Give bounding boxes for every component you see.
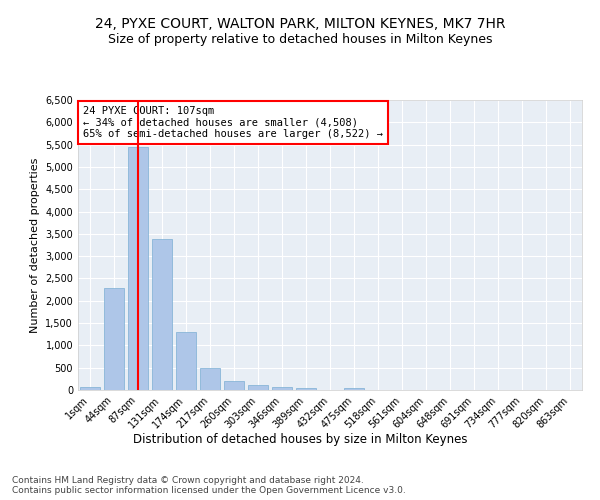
Text: Size of property relative to detached houses in Milton Keynes: Size of property relative to detached ho… xyxy=(108,32,492,46)
Bar xyxy=(272,387,292,390)
Bar xyxy=(224,381,244,390)
Bar xyxy=(104,288,124,390)
Bar xyxy=(200,368,220,390)
Bar xyxy=(152,239,172,390)
Bar xyxy=(344,388,364,390)
Text: 24, PYXE COURT, WALTON PARK, MILTON KEYNES, MK7 7HR: 24, PYXE COURT, WALTON PARK, MILTON KEYN… xyxy=(95,18,505,32)
Bar xyxy=(176,332,196,390)
Text: 24 PYXE COURT: 107sqm
← 34% of detached houses are smaller (4,508)
65% of semi-d: 24 PYXE COURT: 107sqm ← 34% of detached … xyxy=(83,106,383,139)
Text: Distribution of detached houses by size in Milton Keynes: Distribution of detached houses by size … xyxy=(133,432,467,446)
Bar xyxy=(80,387,100,390)
Y-axis label: Number of detached properties: Number of detached properties xyxy=(30,158,40,332)
Bar xyxy=(248,385,268,390)
Text: Contains HM Land Registry data © Crown copyright and database right 2024.
Contai: Contains HM Land Registry data © Crown c… xyxy=(12,476,406,495)
Bar xyxy=(128,147,148,390)
Bar xyxy=(296,388,316,390)
